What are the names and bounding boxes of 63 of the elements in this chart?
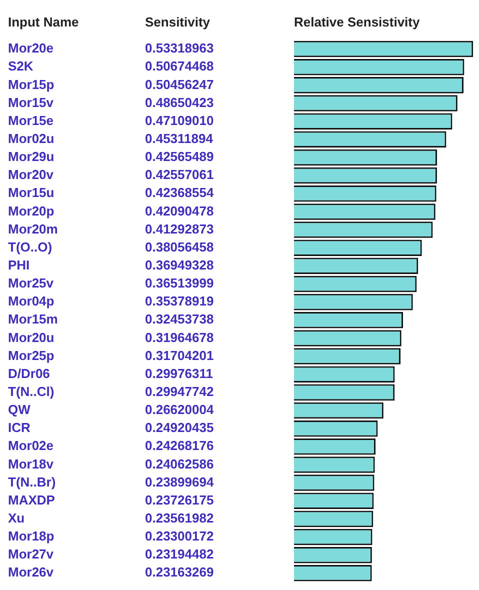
- y-tick-label: Xu: [8, 510, 25, 526]
- y-tick-label: MAXDP: [8, 492, 56, 508]
- y-tick-label: D/Dr06: [8, 366, 50, 381]
- y-tick-label: Mor02u: [8, 130, 54, 146]
- y-tick-label: Mor20p: [8, 203, 54, 218]
- y-tick-label: Mor15p: [8, 76, 54, 92]
- data-label: 0.23194482: [145, 546, 214, 562]
- data-label: 0.31964678: [145, 330, 214, 345]
- text: Sensitivity: [145, 14, 211, 30]
- y-tick-label: Mor18p: [8, 528, 54, 544]
- data-label: 0.23300172: [145, 528, 214, 544]
- data-label: 0.45311894: [145, 130, 214, 146]
- data-label: 0.23561982: [145, 510, 214, 526]
- y-tick-label: Mor26v: [8, 564, 54, 580]
- data-label: 0.41292873: [145, 221, 214, 236]
- y-tick-label: Mor20e: [8, 40, 54, 56]
- y-tick-label: QW: [8, 402, 32, 418]
- data-label: 0.36513999: [145, 276, 214, 291]
- y-tick-label: Mor20m: [8, 221, 58, 236]
- y-tick-label: Mor15u: [8, 185, 54, 200]
- y-tick-label: T(O..O): [8, 239, 52, 254]
- data-label: 0.26620004: [145, 402, 214, 418]
- data-label: 0.53318963: [145, 40, 214, 56]
- data-label: 0.42565489: [145, 149, 214, 164]
- data-label: 0.31704201: [145, 348, 214, 363]
- y-tick-label: Mor20v: [8, 167, 54, 182]
- y-tick-label: PHI: [8, 257, 30, 272]
- y-tick-label: Mor15e: [8, 112, 54, 128]
- y-tick-label: T(N..Cl): [8, 384, 54, 400]
- data-label: 0.23163269: [145, 564, 214, 580]
- data-label: 0.24268176: [145, 438, 214, 454]
- y-tick-label: Mor18v: [8, 456, 54, 472]
- data-label: 0.35378919: [145, 294, 214, 309]
- data-label: 0.24920435: [145, 420, 214, 436]
- data-label: 0.23726175: [145, 492, 214, 508]
- y-tick-label: Mor25v: [8, 276, 54, 291]
- y-tick-label: Mor04p: [8, 294, 54, 309]
- data-label: 0.48650423: [145, 94, 214, 110]
- data-label: 0.36949328: [145, 257, 214, 272]
- y-tick-label: ICR: [8, 420, 31, 436]
- data-label: 0.29947742: [145, 384, 214, 400]
- y-tick-label: Mor15m: [8, 312, 58, 327]
- data-label: 0.42090478: [145, 203, 214, 218]
- data-label: 0.23899694: [145, 474, 214, 490]
- y-tick-label: Mor15v: [8, 94, 54, 110]
- data-label: 0.42368554: [145, 185, 214, 200]
- y-tick-label: T(N..Br): [8, 474, 56, 490]
- data-label: 0.47109010: [145, 112, 214, 128]
- y-tick-label: Mor29u: [8, 149, 54, 164]
- data-label: 0.32453738: [145, 312, 214, 327]
- data-label: 0.38056458: [145, 239, 214, 254]
- y-tick-label: Mor25p: [8, 348, 54, 363]
- data-label: 0.24062586: [145, 456, 214, 472]
- y-tick-label: S2K: [8, 58, 34, 74]
- y-tick-label: Mor20u: [8, 330, 54, 345]
- y-axis-title: Input Name: [8, 14, 79, 30]
- data-label: 0.29976311: [145, 366, 213, 381]
- data-label: 0.50456247: [145, 76, 214, 92]
- y-tick-label: Mor02e: [8, 438, 54, 454]
- y-tick-label: Mor27v: [8, 546, 54, 562]
- data-label: 0.42557061: [145, 167, 214, 182]
- x-axis-title: Relative Sensistivity: [294, 14, 420, 30]
- data-label: 0.50674468: [145, 58, 214, 74]
